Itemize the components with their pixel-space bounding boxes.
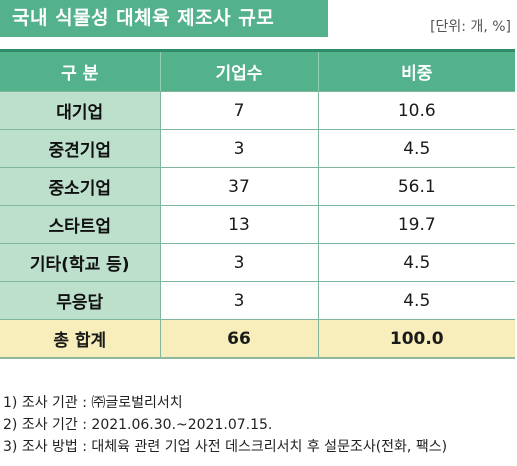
table-row: 중견기업 3 4.5 bbox=[0, 129, 515, 168]
header-category: 구 분 bbox=[0, 52, 160, 92]
unit-note: [단위: 개, %] bbox=[430, 19, 511, 35]
row-label: 스타트업 bbox=[0, 205, 160, 244]
header-share: 비중 bbox=[317, 52, 515, 92]
row-count: 13 bbox=[159, 205, 318, 244]
row-label: 중소기업 bbox=[0, 167, 160, 206]
row-label: 무응답 bbox=[0, 281, 160, 320]
footnotes: 1) 조사 기관 : ㈜글로벌리서치 2) 조사 기간 : 2021.06.30… bbox=[3, 392, 447, 458]
footnote-period: 2) 조사 기간 : 2021.06.30.~2021.07.15. bbox=[3, 417, 273, 433]
row-count: 3 bbox=[159, 129, 318, 168]
row-share: 4.5 bbox=[317, 129, 515, 168]
manufacturer-table: 구 분 기업수 비중 대기업 7 10.6 중견기업 3 4.5 중소기업 37… bbox=[0, 49, 515, 359]
footnote-agency: 1) 조사 기관 : ㈜글로벌리서치 bbox=[3, 395, 183, 411]
row-share: 4.5 bbox=[317, 281, 515, 320]
row-count: 7 bbox=[159, 91, 318, 130]
header-count: 기업수 bbox=[159, 52, 318, 92]
row-count: 3 bbox=[159, 243, 318, 282]
total-count: 66 bbox=[159, 319, 318, 359]
table-row: 기타(학교 등) 3 4.5 bbox=[0, 243, 515, 282]
table-row: 대기업 7 10.6 bbox=[0, 91, 515, 130]
footnote-method: 3) 조사 방법 : 대체육 관련 기업 사전 데스크리서치 후 설문조사(전화… bbox=[3, 439, 448, 455]
row-share: 19.7 bbox=[317, 205, 515, 244]
total-row: 총 합계 66 100.0 bbox=[0, 319, 515, 359]
table-row: 중소기업 37 56.1 bbox=[0, 167, 515, 206]
data-table: 구 분 기업수 비중 대기업 7 10.6 중견기업 3 4.5 중소기업 37… bbox=[0, 52, 515, 359]
header-row: 구 분 기업수 비중 bbox=[0, 52, 515, 92]
row-count: 3 bbox=[159, 281, 318, 320]
row-label: 기타(학교 등) bbox=[0, 243, 160, 282]
row-label: 중견기업 bbox=[0, 129, 160, 168]
row-share: 4.5 bbox=[317, 243, 515, 282]
row-share: 56.1 bbox=[317, 167, 515, 206]
total-label: 총 합계 bbox=[0, 319, 160, 359]
row-share: 10.6 bbox=[317, 91, 515, 130]
table-top-rule bbox=[0, 49, 515, 52]
total-share: 100.0 bbox=[317, 319, 515, 359]
table-row: 무응답 3 4.5 bbox=[0, 281, 515, 320]
table-title: 국내 식물성 대체육 제조사 규모 bbox=[0, 0, 328, 37]
table-row: 스타트업 13 19.7 bbox=[0, 205, 515, 244]
row-label: 대기업 bbox=[0, 91, 160, 130]
row-count: 37 bbox=[159, 167, 318, 206]
